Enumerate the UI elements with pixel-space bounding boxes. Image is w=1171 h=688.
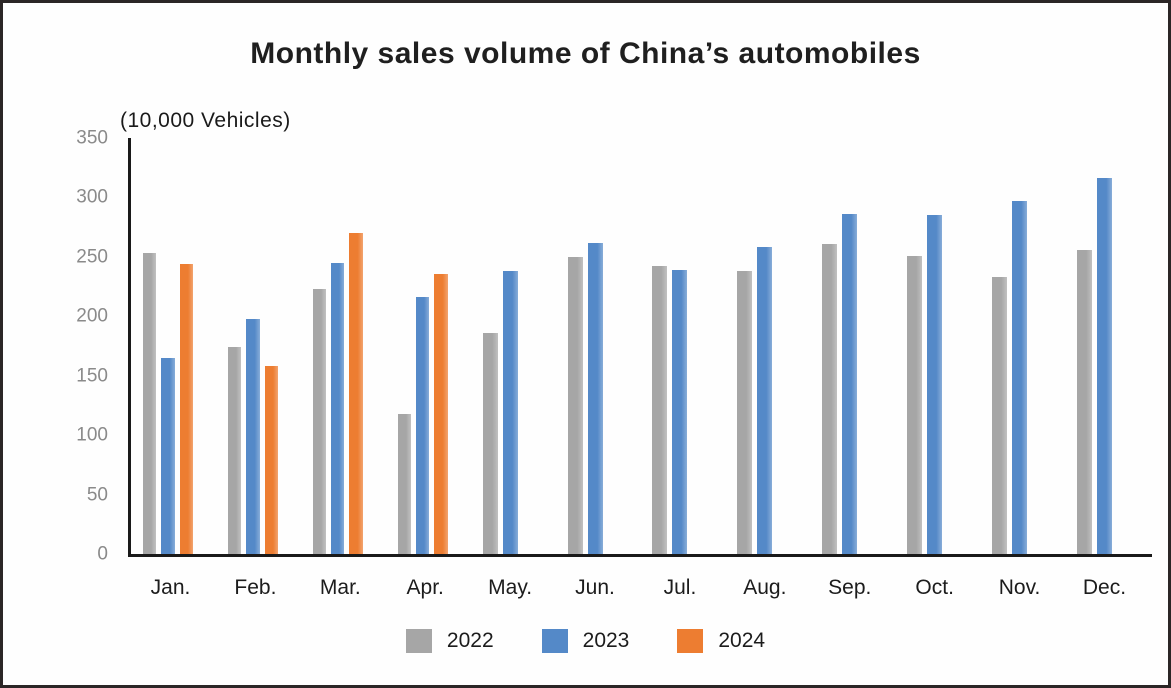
y-axis-tick-labels: 0 50 100 150 200 250 300 350 <box>33 129 108 564</box>
bar-group-jul: Jul. <box>652 138 707 599</box>
bar-groups: Jan. Feb. Mar. Apr. May. Jun. Jul. Aug. Sep. Oct.… <box>131 138 1152 599</box>
bar-2024-apr <box>434 273 448 554</box>
bar-2022-may <box>482 332 498 554</box>
bar-2023-apr <box>416 297 430 554</box>
y-tick-250: 250 <box>76 246 108 268</box>
bar-group-mar: Mar. <box>312 138 368 599</box>
x-axis-label-apr: Apr. <box>406 576 444 599</box>
bar-2022-apr <box>397 413 412 554</box>
bar-2023-dec <box>1096 178 1112 554</box>
legend-swatch-2022 <box>405 629 432 653</box>
x-axis-label-sep: Sep. <box>828 576 872 599</box>
plot-area: Jan. Feb. Mar. Apr. May. Jun. Jul. Aug. Sep. Oct.… <box>128 138 1152 599</box>
bar-2023-oct <box>927 215 943 554</box>
legend-swatch-2024 <box>677 629 704 653</box>
bar-group-feb: Feb. <box>227 138 283 599</box>
bar-group-jan: Jan. <box>143 138 198 599</box>
y-tick-300: 300 <box>76 186 108 208</box>
x-axis-label-may: May. <box>488 576 533 599</box>
bar-2022-oct <box>907 255 923 554</box>
bar-2023-may <box>502 271 518 554</box>
bar-group-apr: Apr. <box>397 138 453 599</box>
legend-swatch-2023 <box>541 629 568 653</box>
bar-group-jun: Jun. <box>567 138 623 599</box>
bar-2024-mar <box>349 233 363 554</box>
x-axis-label-aug: Aug. <box>743 576 787 599</box>
bar-2022-sep <box>822 243 838 554</box>
bar-group-nov: Nov. <box>992 138 1047 599</box>
bar-group-sep: Sep. <box>822 138 877 599</box>
bar-2022-nov <box>992 277 1008 554</box>
bar-2023-feb <box>246 318 260 554</box>
bar-2022-mar <box>312 288 327 554</box>
bar-group-may: May. <box>482 138 538 599</box>
x-axis-label-feb: Feb. <box>234 576 277 599</box>
bar-group-oct: Oct. <box>907 138 962 599</box>
bar-group-aug: Aug. <box>737 138 792 599</box>
legend-label-2023: 2023 <box>582 629 630 652</box>
y-tick-100: 100 <box>76 424 108 446</box>
legend-item-2023: 2023 <box>541 629 630 653</box>
y-tick-150: 150 <box>76 365 108 387</box>
bar-2023-nov <box>1012 201 1028 554</box>
x-axis-label-jun: Jun. <box>575 576 615 599</box>
bar-2024-feb <box>264 366 278 554</box>
legend-item-2022: 2022 <box>405 629 494 653</box>
bar-2023-mar <box>331 262 345 554</box>
x-axis-label-dec: Dec. <box>1082 576 1127 599</box>
chart-title: Monthly sales volume of China’s automobi… <box>250 37 921 70</box>
bar-2022-feb <box>227 347 242 554</box>
bar-2023-aug <box>757 247 773 554</box>
bar-2022-aug <box>737 271 753 554</box>
y-tick-200: 200 <box>76 305 108 327</box>
x-axis-label-mar: Mar. <box>319 576 361 599</box>
legend-label-2022: 2022 <box>446 629 494 652</box>
bar-2023-jun <box>587 242 603 554</box>
x-axis-label-jan: Jan. <box>150 576 191 599</box>
bar-group-dec: Dec. <box>1076 138 1132 599</box>
y-axis-unit-label: (10,000 Vehicles) <box>120 109 291 132</box>
legend-item-2024: 2024 <box>677 629 765 653</box>
x-axis-label-oct: Oct. <box>915 576 954 599</box>
bar-2023-jan <box>161 357 175 554</box>
bar-2022-jul <box>652 266 668 554</box>
bar-2023-sep <box>842 214 858 554</box>
bar-2024-jan <box>179 264 193 554</box>
x-axis-label-nov: Nov. <box>998 576 1041 599</box>
legend-label-2024: 2024 <box>718 629 766 652</box>
bar-2022-dec <box>1076 249 1092 554</box>
x-axis-label-jul: Jul. <box>663 576 697 599</box>
bar-2022-jun <box>567 256 583 554</box>
legend: 2022 2023 2024 <box>3 629 1168 653</box>
bar-2023-jul <box>672 269 688 554</box>
bar-2022-jan <box>143 253 157 554</box>
y-tick-0: 0 <box>97 543 108 565</box>
y-tick-350: 350 <box>76 127 108 149</box>
y-tick-50: 50 <box>86 484 108 506</box>
